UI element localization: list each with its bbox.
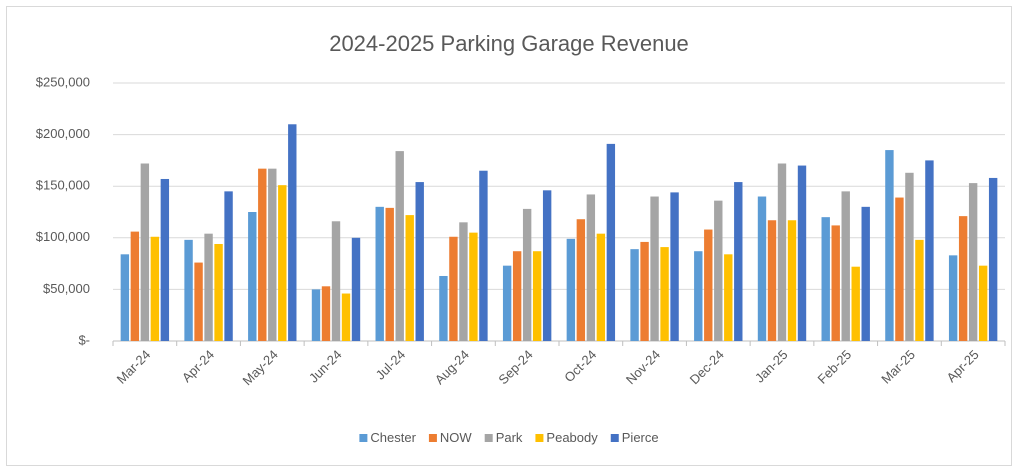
bar [469, 232, 478, 341]
bar [925, 160, 934, 341]
y-tick-label: $150,000 [36, 178, 90, 193]
legend-swatch [484, 434, 493, 442]
bar [439, 275, 448, 341]
bar [734, 182, 743, 341]
bar [150, 236, 160, 341]
bar [787, 220, 797, 341]
bar [640, 241, 649, 341]
bar [331, 221, 341, 341]
chart-frame [6, 6, 1012, 466]
bar [140, 163, 150, 341]
bar [895, 197, 904, 341]
bar [415, 182, 424, 341]
chart-title: 2024-2025 Parking Garage Revenue [329, 31, 689, 56]
legend-swatch [610, 434, 619, 442]
bar [184, 239, 193, 341]
bar [351, 237, 361, 341]
bar [120, 254, 130, 341]
y-tick-label: $- [78, 332, 90, 347]
bar [532, 251, 542, 341]
bar [204, 233, 213, 341]
bar [958, 216, 968, 341]
bar [321, 286, 331, 341]
bar [288, 124, 297, 341]
bar [851, 266, 860, 341]
bar [968, 183, 978, 341]
legend-label: Pierce [622, 430, 659, 445]
legend-label: Park [496, 430, 523, 445]
bar [160, 178, 170, 341]
bar [522, 208, 532, 341]
bar [630, 249, 639, 341]
bar [502, 265, 512, 341]
bar [248, 212, 257, 341]
bar [841, 191, 850, 341]
bar [214, 243, 223, 341]
bar [194, 262, 203, 341]
bar [606, 143, 616, 341]
bar [915, 239, 924, 341]
bar [757, 196, 767, 341]
bar [459, 222, 468, 341]
y-tick-label: $100,000 [36, 229, 90, 244]
bar [797, 165, 807, 341]
bar [341, 293, 351, 341]
bar [885, 150, 894, 341]
y-tick-label: $50,000 [43, 281, 90, 296]
bar [724, 254, 733, 341]
bar [479, 170, 488, 341]
bar [224, 191, 233, 341]
bar [385, 207, 394, 341]
legend: Chester NOW Park Peabody Pierce [359, 430, 659, 445]
bar [130, 231, 140, 341]
bar [650, 196, 659, 341]
y-tick-label: $250,000 [36, 74, 90, 89]
bar [905, 172, 914, 341]
legend-swatch [428, 434, 437, 442]
bar [311, 289, 321, 341]
bar [988, 177, 998, 341]
legend-label: Peabody [546, 430, 598, 445]
bar [978, 265, 988, 341]
bar [395, 151, 404, 341]
bar [268, 168, 277, 341]
bar [542, 190, 552, 341]
legend-swatch [535, 434, 544, 442]
legend-label: NOW [440, 430, 473, 445]
bar [777, 163, 787, 341]
bar [660, 247, 669, 341]
bar [596, 233, 606, 341]
bar [948, 255, 958, 341]
bar [586, 194, 596, 341]
y-tick-label: $200,000 [36, 126, 90, 141]
bar [258, 168, 267, 341]
bar [714, 200, 723, 341]
bar [670, 192, 679, 341]
bar [512, 251, 522, 341]
legend-swatch [359, 434, 368, 442]
bar [375, 206, 384, 341]
bar [694, 251, 703, 341]
bar [278, 185, 287, 341]
bar [576, 219, 586, 341]
bar [821, 217, 830, 341]
legend-label: Chester [370, 430, 416, 445]
bar [861, 206, 870, 341]
bar [831, 225, 840, 341]
bar [767, 220, 777, 341]
bar [449, 236, 458, 341]
bar [405, 215, 414, 341]
bar [566, 238, 576, 341]
bar [704, 229, 713, 341]
